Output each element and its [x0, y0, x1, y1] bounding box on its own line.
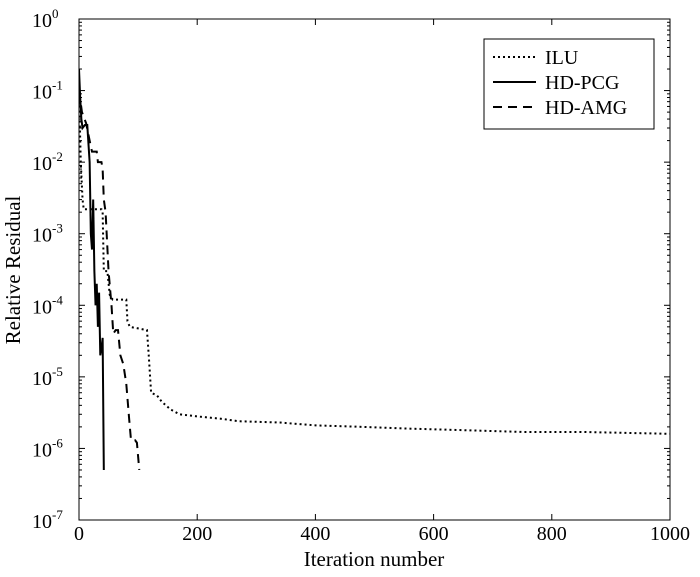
ticks-layer: 0 200 400 600 800 1000 100 10-1 10-2 10-3 10-4 10-5…	[32, 6, 690, 545]
y-tick-label: 10-7	[32, 507, 63, 533]
y-tick-label: 100	[32, 6, 59, 32]
y-axis-label: Relative Residual	[1, 195, 25, 344]
legend-label: HD-PCG	[545, 72, 619, 94]
y-tick-label: 10-5	[32, 364, 63, 390]
y-tick-label: 10-3	[32, 221, 63, 247]
y-tick-label: 10-4	[32, 292, 63, 318]
legend-label: ILU	[545, 47, 579, 69]
y-tick-label: 10-1	[32, 78, 63, 104]
y-tick-label: 10-2	[32, 149, 63, 175]
legend-label: HD-AMG	[545, 97, 627, 119]
x-tick-label: 200	[182, 523, 212, 545]
series-line-ilu	[79, 90, 670, 435]
x-tick-label: 400	[300, 523, 330, 545]
x-tick-label: 0	[74, 523, 84, 545]
series-line-hd-amg	[79, 90, 141, 471]
x-tick-label: 800	[537, 523, 567, 545]
series-line-hd-pcg	[79, 68, 105, 470]
legend-box	[483, 38, 655, 130]
x-axis-label: Iteration number	[304, 547, 445, 571]
series-layer	[79, 68, 670, 471]
legend: ILU HD-PCG HD-AMG	[483, 38, 655, 130]
x-tick-label: 1000	[650, 523, 690, 545]
x-tick-label: 600	[419, 523, 449, 545]
y-tick-label: 10-6	[32, 435, 63, 461]
